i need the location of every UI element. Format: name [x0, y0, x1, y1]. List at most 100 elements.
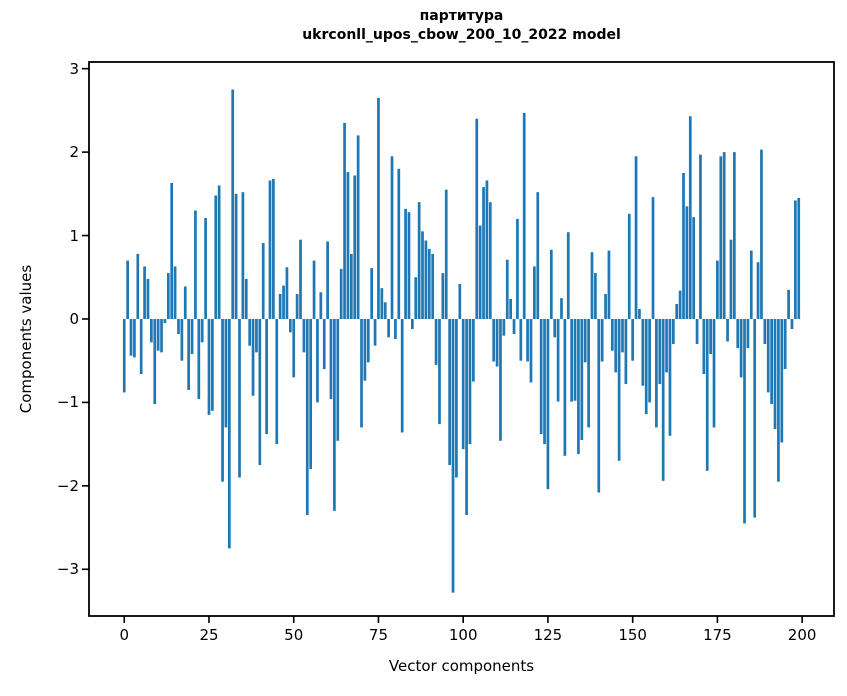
bar-61 [329, 318, 333, 400]
bar-132 [570, 318, 574, 402]
bar-109 [492, 318, 496, 362]
bar-138 [590, 252, 594, 319]
bar-14 [170, 182, 174, 319]
bar-198 [794, 200, 797, 319]
bar-140 [597, 318, 601, 493]
bar-162 [671, 318, 675, 345]
bar-146 [617, 318, 621, 461]
chart-title-line2: ukrconll_upos_cbow_200_10_2022 model [302, 27, 621, 43]
bar-125 [546, 318, 550, 490]
bar-33 [234, 193, 238, 319]
bar-73 [370, 268, 374, 319]
bar-81 [397, 168, 401, 319]
bar-6 [143, 266, 146, 319]
bar-185 [749, 250, 753, 319]
bar-153 [641, 318, 645, 386]
bar-144 [610, 318, 614, 351]
bar-79 [390, 156, 394, 319]
bar-182 [739, 318, 743, 378]
x-axis-label: Vector components [388, 657, 535, 675]
bar-1 [126, 260, 129, 319]
bar-101 [465, 318, 468, 516]
bar-0 [122, 318, 126, 393]
bar-164 [678, 290, 682, 319]
x-tick-label: 25 [199, 626, 219, 644]
bar-50 [292, 318, 296, 378]
bar-135 [580, 318, 584, 440]
chart-title-line1: партитура [419, 8, 504, 24]
bar-187 [756, 262, 760, 319]
bar-159 [661, 318, 665, 481]
bar-16 [177, 318, 180, 334]
bar-84 [407, 212, 411, 319]
bar-112 [502, 318, 506, 336]
bar-59 [322, 318, 326, 370]
bar-116 [516, 218, 519, 319]
bar-133 [573, 318, 577, 401]
bar-21 [194, 210, 197, 319]
bar-32 [231, 89, 235, 319]
x-tick-label: 0 [119, 626, 130, 644]
bar-7 [146, 278, 150, 319]
bar-126 [549, 249, 553, 319]
bar-173 [709, 318, 712, 355]
bar-19 [187, 318, 190, 390]
bar-114 [509, 298, 512, 319]
bar-54 [305, 318, 309, 516]
y-tick-label: 2 [69, 143, 79, 162]
bar-38 [251, 318, 255, 396]
bar-93 [438, 318, 441, 425]
bar-117 [519, 318, 523, 361]
bar-148 [624, 318, 628, 385]
bar-72 [366, 318, 370, 363]
bar-13 [166, 273, 170, 319]
bar-58 [319, 292, 323, 319]
bar-45 [275, 318, 279, 445]
bar-70 [360, 318, 363, 428]
bar-37 [248, 318, 252, 346]
bar-155 [648, 318, 651, 403]
bar-174 [712, 318, 716, 428]
bar-180 [732, 152, 736, 319]
bar-100 [461, 318, 465, 450]
bar-176 [719, 156, 723, 319]
bar-12 [163, 318, 167, 324]
bar-118 [522, 112, 526, 319]
bar-75 [377, 97, 380, 319]
bar-35 [241, 192, 245, 319]
bar-62 [333, 318, 336, 511]
bar-28 [217, 185, 221, 319]
bar-166 [685, 206, 689, 319]
bar-80 [394, 318, 397, 339]
bar-150 [631, 318, 635, 361]
bar-168 [692, 217, 696, 319]
bar-56 [312, 260, 316, 319]
bar-127 [553, 318, 557, 338]
bar-147 [621, 318, 624, 353]
bar-186 [753, 318, 757, 518]
bar-18 [183, 286, 187, 319]
bar-10 [156, 318, 160, 351]
bar-3 [133, 318, 136, 358]
bar-143 [607, 250, 611, 319]
bar-22 [197, 318, 201, 400]
bar-96 [448, 318, 451, 465]
bar-189 [763, 318, 767, 345]
bar-36 [244, 278, 248, 319]
y-tick-label: 3 [69, 59, 79, 78]
bar-94 [441, 273, 445, 319]
bar-134 [577, 318, 580, 455]
bar-169 [695, 318, 699, 345]
x-tick-label: 100 [448, 626, 478, 644]
bar-103 [472, 318, 475, 382]
bar-142 [604, 293, 607, 319]
bar-88 [421, 231, 424, 319]
bar-97 [451, 318, 455, 593]
bar-111 [499, 318, 502, 441]
bar-192 [773, 318, 777, 430]
bar-2 [129, 318, 133, 356]
bar-78 [387, 318, 390, 338]
bar-158 [658, 318, 662, 385]
bar-29 [221, 318, 224, 482]
